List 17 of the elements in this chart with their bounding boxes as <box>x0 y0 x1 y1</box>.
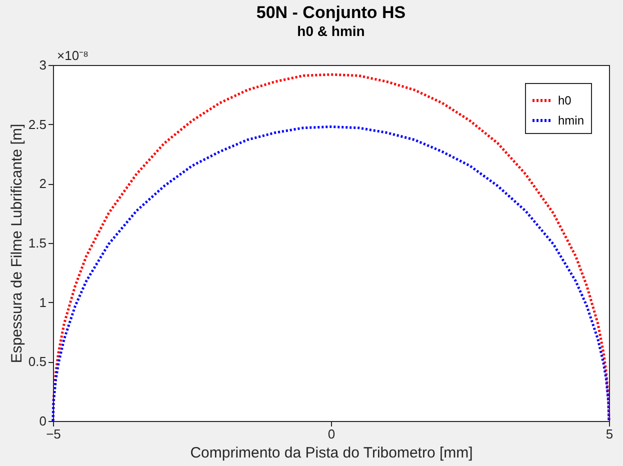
y-tick-label: 2.5 <box>28 116 46 132</box>
text: ×10⁻⁸ <box>57 48 89 63</box>
y-tick-label: 0 <box>39 414 46 428</box>
y-axis-title: Espessura de Filme Lubrificante [m] <box>8 124 26 364</box>
y-tick-label: 1.5 <box>28 236 46 250</box>
x-tick-label: 5 <box>606 426 614 442</box>
y-tick-label: 2 <box>39 176 46 192</box>
chart-title: 50N - Conjunto HS <box>256 3 406 22</box>
x-tick-label: 0 <box>328 426 336 442</box>
chart-subtitle: h0 & hmin <box>297 23 365 39</box>
y-tick-label: 0.5 <box>28 354 46 370</box>
legend-label: h0 <box>558 94 572 108</box>
y-tick-label: 3 <box>39 58 46 72</box>
x-axis-title: Comprimento da Pista do Tribometro [mm] <box>190 444 473 462</box>
x-tick-label: −5 <box>46 426 61 442</box>
y-tick-label: 1 <box>39 294 46 310</box>
legend-label: hmin <box>558 114 584 128</box>
